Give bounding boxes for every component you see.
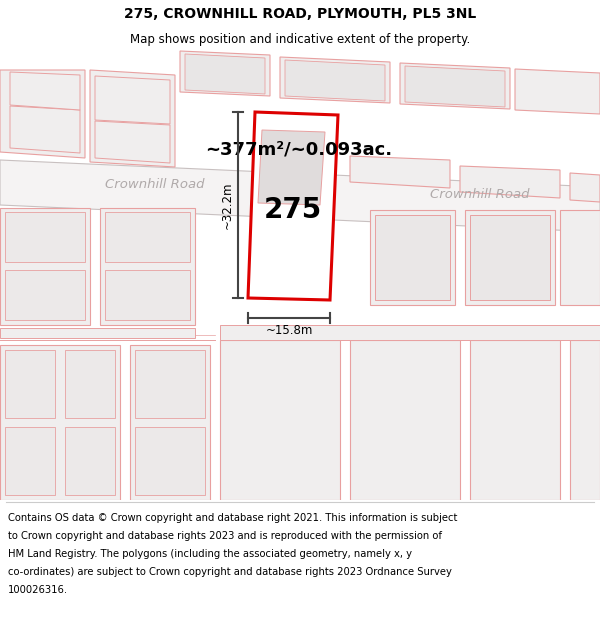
Polygon shape bbox=[285, 60, 385, 101]
Polygon shape bbox=[280, 57, 390, 103]
Polygon shape bbox=[370, 210, 455, 305]
Polygon shape bbox=[95, 121, 170, 163]
Polygon shape bbox=[5, 427, 55, 495]
Polygon shape bbox=[185, 54, 265, 94]
Polygon shape bbox=[0, 328, 195, 338]
Polygon shape bbox=[470, 340, 560, 500]
Polygon shape bbox=[65, 427, 115, 495]
Text: to Crown copyright and database rights 2023 and is reproduced with the permissio: to Crown copyright and database rights 2… bbox=[8, 531, 442, 541]
Polygon shape bbox=[570, 173, 600, 202]
Polygon shape bbox=[90, 70, 175, 167]
Polygon shape bbox=[130, 345, 210, 500]
Polygon shape bbox=[248, 112, 338, 300]
Polygon shape bbox=[95, 76, 170, 124]
Polygon shape bbox=[0, 208, 90, 325]
Polygon shape bbox=[220, 340, 340, 500]
Text: Crownhill Road: Crownhill Road bbox=[430, 188, 530, 201]
Polygon shape bbox=[10, 72, 80, 110]
Polygon shape bbox=[180, 51, 270, 96]
Text: Map shows position and indicative extent of the property.: Map shows position and indicative extent… bbox=[130, 32, 470, 46]
Polygon shape bbox=[350, 340, 460, 500]
Polygon shape bbox=[0, 160, 600, 232]
Polygon shape bbox=[0, 70, 85, 158]
Polygon shape bbox=[560, 210, 600, 305]
Polygon shape bbox=[570, 340, 600, 500]
Polygon shape bbox=[515, 69, 600, 114]
Text: ~32.2m: ~32.2m bbox=[221, 181, 233, 229]
Text: co-ordinates) are subject to Crown copyright and database rights 2023 Ordnance S: co-ordinates) are subject to Crown copyr… bbox=[8, 567, 452, 577]
Polygon shape bbox=[400, 63, 510, 109]
Polygon shape bbox=[375, 215, 450, 300]
Polygon shape bbox=[470, 215, 550, 300]
Text: 275: 275 bbox=[264, 196, 322, 224]
Text: ~377m²/~0.093ac.: ~377m²/~0.093ac. bbox=[205, 141, 392, 159]
Polygon shape bbox=[5, 212, 85, 262]
Polygon shape bbox=[350, 156, 450, 188]
Text: 100026316.: 100026316. bbox=[8, 585, 68, 595]
Polygon shape bbox=[105, 212, 190, 262]
Polygon shape bbox=[258, 130, 325, 205]
Polygon shape bbox=[135, 427, 205, 495]
Polygon shape bbox=[405, 66, 505, 107]
Polygon shape bbox=[220, 325, 600, 340]
Text: 275, CROWNHILL ROAD, PLYMOUTH, PL5 3NL: 275, CROWNHILL ROAD, PLYMOUTH, PL5 3NL bbox=[124, 7, 476, 21]
Polygon shape bbox=[5, 270, 85, 320]
Text: HM Land Registry. The polygons (including the associated geometry, namely x, y: HM Land Registry. The polygons (includin… bbox=[8, 549, 412, 559]
Polygon shape bbox=[10, 106, 80, 153]
Text: ~15.8m: ~15.8m bbox=[265, 324, 313, 338]
Polygon shape bbox=[65, 350, 115, 418]
Polygon shape bbox=[5, 350, 55, 418]
Text: Crownhill Road: Crownhill Road bbox=[105, 177, 205, 191]
Text: Contains OS data © Crown copyright and database right 2021. This information is : Contains OS data © Crown copyright and d… bbox=[8, 513, 457, 523]
Polygon shape bbox=[135, 350, 205, 418]
Polygon shape bbox=[100, 208, 195, 325]
Polygon shape bbox=[465, 210, 555, 305]
Polygon shape bbox=[0, 345, 120, 500]
Polygon shape bbox=[460, 166, 560, 198]
Polygon shape bbox=[105, 270, 190, 320]
